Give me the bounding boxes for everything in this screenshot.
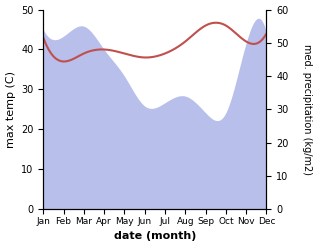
X-axis label: date (month): date (month) [114, 231, 196, 242]
Y-axis label: med. precipitation (kg/m2): med. precipitation (kg/m2) [302, 44, 313, 175]
Y-axis label: max temp (C): max temp (C) [5, 71, 16, 148]
